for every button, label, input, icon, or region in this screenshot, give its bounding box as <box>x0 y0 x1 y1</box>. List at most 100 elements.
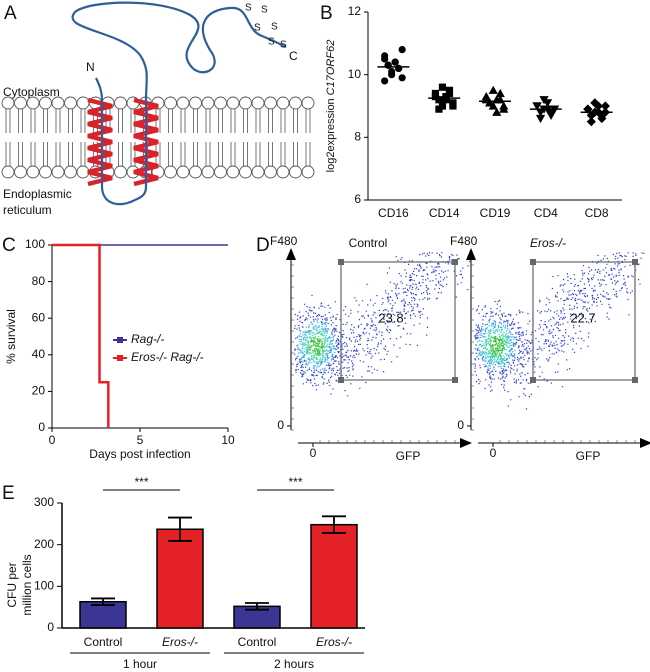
disulfide-label: S <box>271 22 278 33</box>
data-point <box>438 83 447 91</box>
x-tick-label: 0 <box>310 446 317 460</box>
er-label: Endoplasmic <box>3 187 72 201</box>
y-tick-label: 80 <box>32 274 46 288</box>
y-tick-label: 100 <box>34 579 54 593</box>
x-axis-label: GFP <box>576 449 601 463</box>
lipid-head <box>26 165 40 179</box>
x-arrow <box>460 438 472 448</box>
y-axis-label: F480 <box>450 234 478 248</box>
gate-handle <box>530 259 536 265</box>
data-point <box>398 46 406 54</box>
lipid-head <box>176 165 190 179</box>
lipid-head <box>226 96 240 110</box>
group-label: 2 hours <box>274 657 314 671</box>
lipid-head <box>301 165 315 179</box>
x-tick-label: 5 <box>137 433 144 447</box>
data-point <box>381 52 389 60</box>
gate <box>340 261 456 381</box>
lipid-head <box>226 165 240 179</box>
x-tick-label: 10 <box>221 433 235 447</box>
data-point <box>586 117 596 127</box>
survival-line <box>52 243 110 428</box>
data-point <box>495 88 505 98</box>
x-arrow <box>640 438 650 448</box>
y-axis-label-part: log2expression <box>325 98 337 172</box>
plot-title: Eros-/- <box>530 236 566 250</box>
data-point <box>442 96 450 104</box>
data-point <box>499 101 509 110</box>
error-bar <box>168 516 192 542</box>
y-tick-label: 100 <box>25 237 45 251</box>
event-dots <box>296 320 337 372</box>
panel-letter: D <box>256 235 270 256</box>
legend-label: Rag-/- <box>131 332 164 346</box>
data-point <box>449 102 457 110</box>
gate-value: 23.8 <box>378 310 403 325</box>
data-point <box>586 110 596 120</box>
x-tick-label: CD4 <box>534 206 558 220</box>
x-tick-label: 0 <box>49 433 56 447</box>
lipid-head <box>201 165 215 179</box>
lipid-head <box>14 165 27 179</box>
data-point <box>445 89 454 98</box>
y-axis-label: million cells <box>20 554 34 615</box>
n-terminus: N <box>86 60 95 74</box>
data-point <box>431 93 440 101</box>
significance-label: *** <box>134 475 148 489</box>
y-axis-label: F480 <box>270 234 298 248</box>
lipid-head <box>51 165 65 179</box>
lipid-head <box>76 165 90 179</box>
lipid-head <box>39 96 52 110</box>
lipid-head <box>239 96 252 110</box>
gate-handle <box>632 259 638 265</box>
panel-letter: C <box>2 235 16 256</box>
y-axis-label: % survival <box>4 309 18 364</box>
lipid-head <box>51 96 65 110</box>
lipid-head <box>201 96 215 110</box>
event-dots <box>488 335 505 356</box>
gate-handle <box>338 259 344 265</box>
x-axis-label: GFP <box>396 449 421 463</box>
lipid-head <box>276 165 290 179</box>
lipid-head <box>64 165 77 179</box>
legend-swatch <box>117 337 123 343</box>
y-tick-label: 200 <box>34 537 54 551</box>
y-tick-label: 6 <box>354 192 361 206</box>
lipid-head <box>251 165 265 179</box>
lipid-head <box>1 96 15 110</box>
lipid-head <box>189 165 202 179</box>
data-point <box>485 98 495 107</box>
y-arrow <box>286 248 296 260</box>
lipid-head <box>114 165 127 179</box>
disulfide-label: S <box>261 5 268 16</box>
error-bar <box>91 597 115 606</box>
group-label: 1 hour <box>123 657 157 671</box>
lipid-head <box>301 96 315 110</box>
y-tick-label: 0 <box>277 418 284 432</box>
event-dots <box>303 328 330 363</box>
panel-letter: A <box>4 3 17 24</box>
lipid-head <box>64 96 77 110</box>
bar <box>156 528 204 629</box>
disulfide-label: S <box>254 23 261 34</box>
x-tick-label: Eros-/- <box>162 635 198 649</box>
lipid-head <box>176 96 190 110</box>
data-point <box>384 61 392 69</box>
panel-letter: E <box>2 483 15 504</box>
data-point <box>583 104 593 114</box>
lipid-head <box>189 96 202 110</box>
event-dots <box>476 320 517 370</box>
gate-handle <box>632 377 638 383</box>
lipid-head <box>1 165 15 179</box>
y-tick-label: 0 <box>38 420 45 434</box>
legend-label: Eros-/- Rag-/- <box>131 350 204 364</box>
data-point <box>488 85 498 94</box>
bar <box>79 601 127 629</box>
y-tick-label: 0 <box>457 418 464 432</box>
legend-swatch <box>117 355 123 361</box>
error-bar <box>322 515 346 534</box>
lipid-head <box>214 96 227 110</box>
lipid-head <box>114 96 127 110</box>
x-tick-label: CD8 <box>585 206 609 220</box>
lipid-head <box>239 165 252 179</box>
